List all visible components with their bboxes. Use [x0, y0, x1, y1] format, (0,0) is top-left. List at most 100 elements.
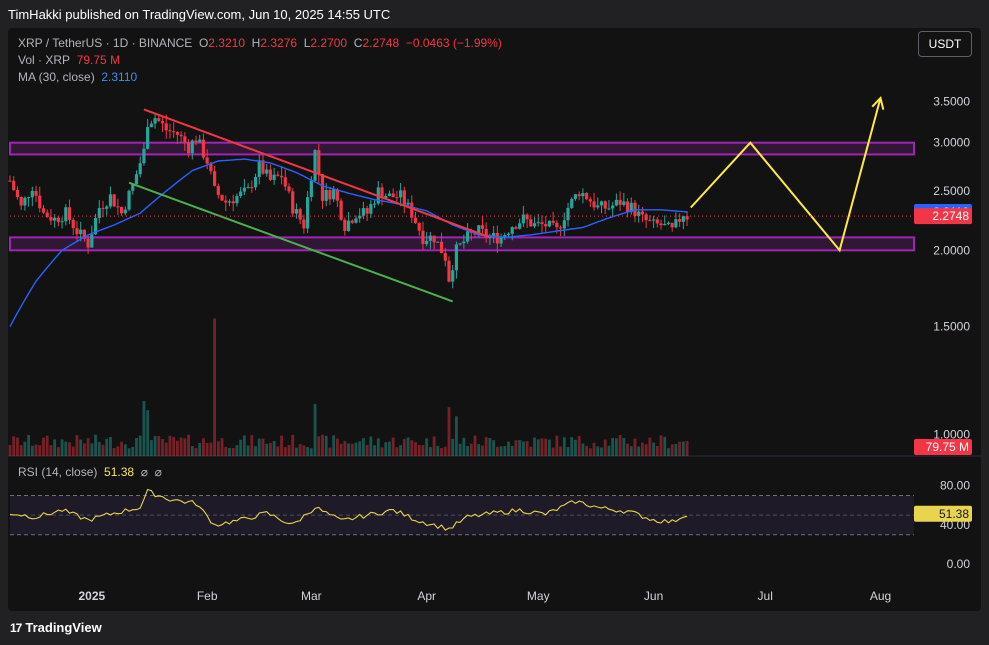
candle-body — [365, 208, 369, 214]
volume-bar — [414, 442, 417, 456]
volume-bar — [131, 446, 135, 456]
volume-bar — [659, 435, 663, 456]
candle-body — [123, 209, 127, 214]
candles-group — [8, 114, 689, 289]
candle-body — [510, 227, 514, 234]
volume-bar — [242, 435, 246, 456]
candle-body — [402, 190, 406, 205]
low-label: L — [303, 36, 311, 50]
candle-body — [536, 222, 540, 224]
candle-body — [529, 219, 533, 227]
volume-bar — [97, 441, 101, 456]
volume-value: 79.75 M — [76, 53, 121, 67]
candle-body — [592, 201, 596, 208]
volume-bar — [395, 447, 399, 456]
candle-body — [432, 235, 436, 243]
candle-body — [439, 241, 444, 254]
volume-bar — [205, 442, 209, 456]
volume-bar — [406, 437, 410, 456]
volume-bar — [574, 439, 577, 456]
candle-body — [279, 175, 284, 178]
candle-body — [261, 160, 265, 174]
candle-body — [231, 201, 235, 204]
volume-bar — [313, 404, 317, 456]
candle-body — [585, 193, 589, 200]
candle-body — [235, 195, 239, 204]
volume-bar — [68, 442, 71, 456]
candle-body — [149, 123, 153, 128]
volume-bar — [618, 435, 622, 456]
rsi-legend-value: 51.38 — [104, 465, 135, 479]
volume-bar — [75, 435, 79, 456]
rsi-line — [9, 488, 688, 531]
ma-label: MA (30, close) — [18, 70, 95, 84]
candle-body — [250, 187, 254, 189]
volume-bar — [90, 443, 94, 456]
volume-bar — [685, 440, 689, 456]
eye-off-icon[interactable]: ⌀ — [154, 465, 162, 479]
candle-body — [19, 197, 23, 206]
candle-body — [38, 195, 42, 209]
candle-body — [142, 148, 146, 164]
volume-bar — [678, 441, 682, 456]
price-tick-label: 1.5000 — [933, 320, 970, 334]
candle-body — [622, 201, 626, 205]
volume-bar — [105, 438, 109, 456]
volume-bar — [469, 443, 473, 456]
volume-bar — [614, 438, 618, 456]
volume-bar — [518, 440, 522, 456]
volume-bar — [146, 410, 150, 456]
rsi-tick-label: 80.00 — [940, 479, 970, 493]
candle-body — [451, 270, 455, 282]
volume-bar — [231, 447, 235, 456]
support-trendline — [128, 181, 454, 303]
volume-bar — [611, 437, 615, 456]
volume-bar — [317, 436, 321, 456]
volume-bar — [23, 441, 27, 456]
volume-bar — [428, 447, 432, 456]
price-tick-label: 2.0000 — [933, 243, 970, 257]
candle-body — [577, 194, 581, 197]
support-zone — [9, 236, 915, 252]
rsi-value-label: 51.38 — [939, 507, 969, 521]
volume-bar — [633, 438, 637, 456]
price-chart-svg[interactable]: 3.5000 3.0000 2.5000 2.0000 1.5000 1.0000 2.31… — [8, 28, 981, 611]
volume-bar — [588, 448, 592, 456]
eye-off-icon[interactable]: ⌀ — [140, 465, 148, 479]
candle-body — [127, 190, 131, 210]
volume-bar — [269, 442, 272, 456]
volume-bar — [287, 445, 291, 456]
ma-value: 2.3110 — [101, 70, 138, 84]
volume-bar — [127, 448, 131, 456]
volume-bar — [350, 443, 354, 456]
low-value: 2.2700 — [310, 36, 348, 50]
candle-body — [443, 253, 447, 261]
volume-bar — [369, 436, 373, 456]
chart-frame[interactable]: 3.5000 3.0000 2.5000 2.0000 1.5000 1.0000 2.31… — [8, 28, 981, 611]
candle-body — [458, 243, 462, 245]
volume-bar — [257, 438, 261, 456]
rsi-legend: RSI (14, close) 51.38 ⌀ ⌀ — [18, 465, 162, 479]
candle-body — [175, 131, 180, 135]
volume-bar — [622, 437, 626, 456]
volume-bar — [600, 447, 603, 456]
volume-bar — [94, 434, 97, 456]
currency-button[interactable]: USDT — [918, 31, 972, 57]
volume-bar — [362, 438, 365, 456]
volume-bar — [581, 443, 585, 456]
candle-body — [603, 201, 607, 209]
candle-body — [257, 160, 261, 177]
candle-body — [484, 228, 488, 238]
candle-body — [34, 190, 38, 196]
candle-body — [179, 134, 183, 137]
rsi-label: RSI (14, close) — [18, 465, 98, 479]
candle-body — [97, 208, 101, 218]
volume-bar — [306, 447, 310, 456]
volume-bar — [641, 442, 644, 456]
tradingview-logo[interactable]: 17 TradingView — [10, 620, 102, 635]
candle-body — [663, 223, 667, 226]
volume-bar — [388, 441, 391, 456]
volume-bar — [410, 440, 414, 456]
candle-body — [495, 232, 499, 244]
volume-bar — [514, 440, 518, 456]
